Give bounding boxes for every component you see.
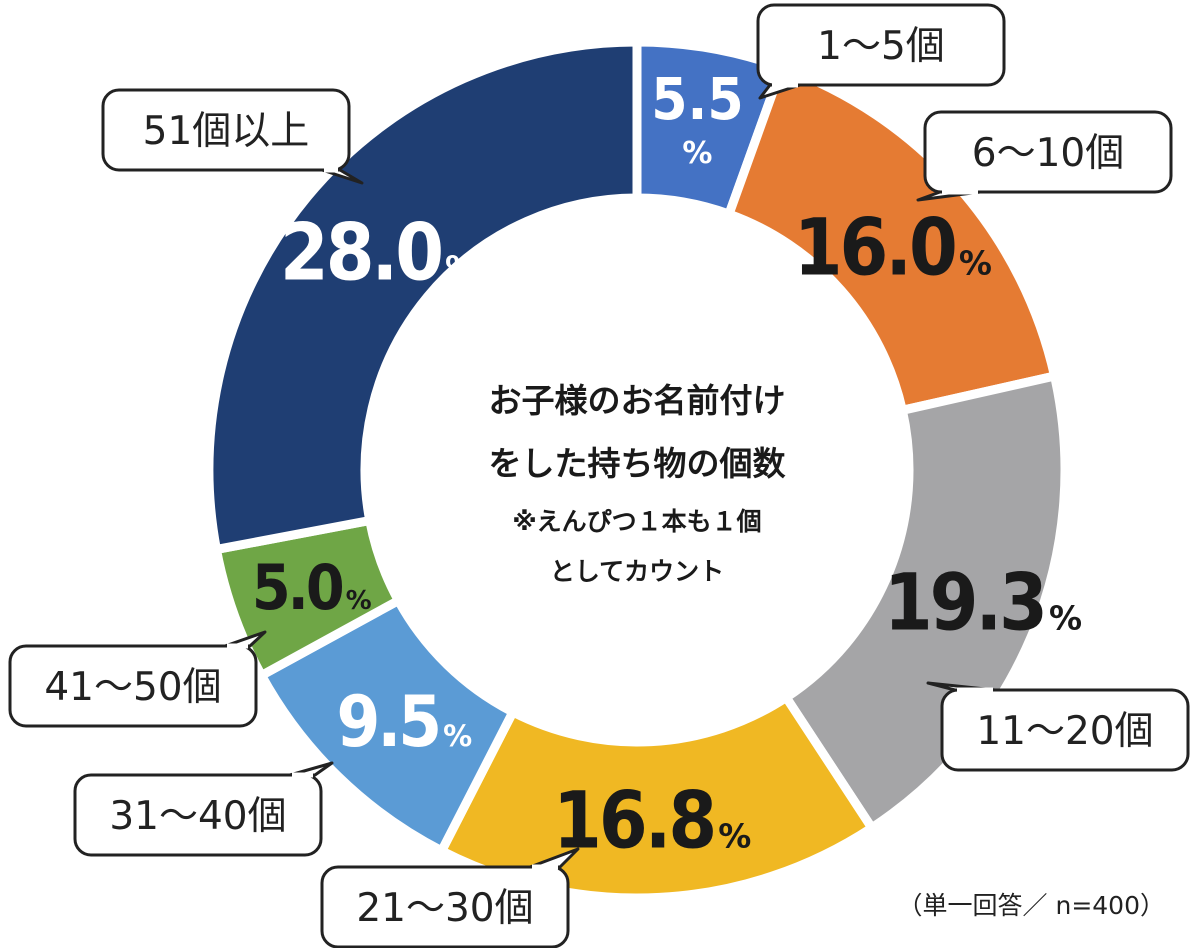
center-caption-line-2: をした持ち物の個数: [489, 444, 787, 483]
center-caption-line-4: としてカウント: [550, 557, 724, 586]
value-label-1: 5.5: [651, 65, 743, 133]
slice-2: [723, 61, 1060, 416]
slice-4: [435, 691, 879, 903]
sample-note: （単一回答／ n=400）: [898, 891, 1165, 920]
callout-3: 11〜20個: [926, 681, 1190, 772]
callout-6: 41〜50個: [8, 630, 267, 728]
slice-7: [204, 37, 642, 555]
callout-label-3: 11〜20個: [976, 709, 1153, 754]
callout-label-2: 6〜10個: [972, 131, 1124, 176]
center-caption: お子様のお名前付け をした持ち物の個数 ※えんぴつ１本も１個 としてカウント: [489, 381, 787, 586]
callout-label-7: 51個以上: [143, 109, 310, 154]
category-callouts: 1〜5個 6〜10個 11〜20個 21〜30個 31〜40個 41〜50個 51個以上: [8, 3, 1190, 948]
value-label-7: 28.0%: [280, 209, 478, 299]
callout-label-1: 1〜5個: [817, 24, 945, 69]
callout-5: 31〜40個: [73, 761, 334, 857]
value-labels: 5.5%16.0 %19.3 %16.8 %9.5 %5.0 %28.0%: [252, 65, 1085, 867]
center-caption-line-3: ※えんぴつ１本も１個: [512, 507, 761, 536]
callout-4: 21〜30個: [320, 847, 580, 948]
slice-3: [779, 370, 1070, 835]
value-label-4: 16.8%: [553, 777, 751, 867]
center-caption-line-1: お子様のお名前付け: [489, 381, 786, 420]
value-label-2: 16.0%: [794, 203, 992, 293]
callout-7: 51個以上: [101, 88, 364, 185]
slices: [204, 37, 1070, 903]
value-unit-1: %: [682, 136, 712, 171]
callout-label-5: 31〜40個: [109, 794, 286, 839]
value-label-3: 19.3%: [884, 558, 1082, 648]
callout-label-6: 41〜50個: [44, 665, 221, 710]
callout-label-4: 21〜30個: [356, 886, 533, 931]
callout-2: 6〜10個: [916, 110, 1173, 202]
callout-1: 1〜5個: [756, 3, 1006, 100]
